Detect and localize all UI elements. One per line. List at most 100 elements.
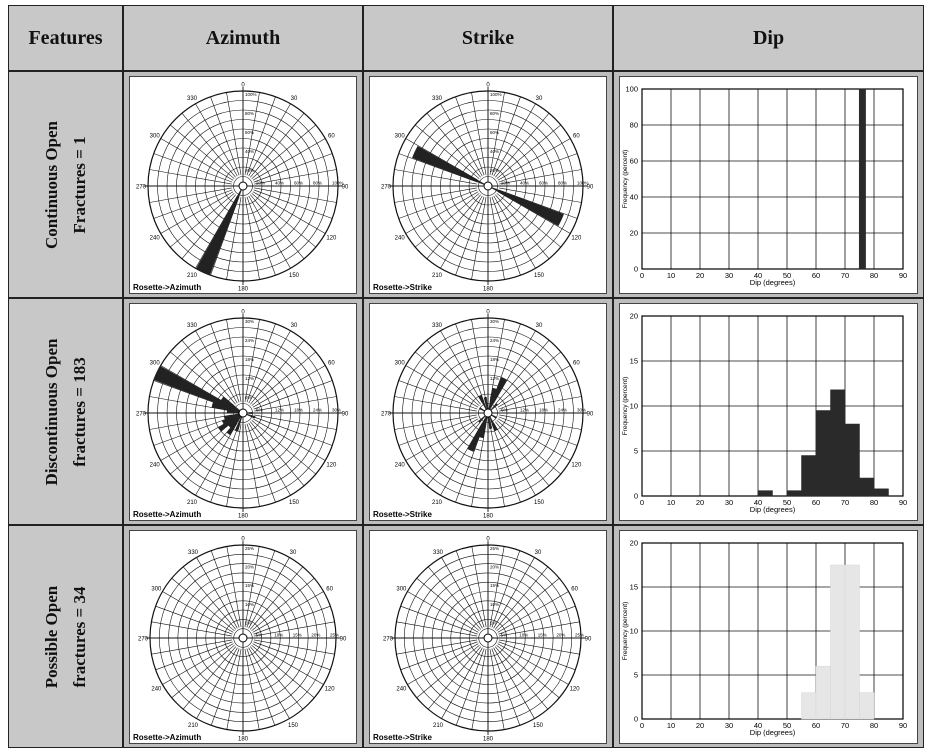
rose-spoke bbox=[498, 639, 580, 655]
rose-chart: 0 30 60 90 120 150 180 210 240 270 300 330 6% 6% 12% 12… bbox=[136, 310, 349, 520]
rose-spoke bbox=[455, 648, 485, 726]
ring-label: 12% bbox=[275, 408, 284, 413]
rose-spoke bbox=[394, 414, 477, 430]
ring-label: 12% bbox=[490, 376, 499, 381]
rose-spoke bbox=[249, 566, 304, 630]
bearing-label: 90 bbox=[587, 412, 594, 418]
x-tick-label: 40 bbox=[754, 721, 762, 730]
rose-spoke bbox=[398, 189, 478, 219]
x-axis-label: Dip (degrees) bbox=[750, 728, 796, 737]
ring-label: 15% bbox=[293, 633, 302, 638]
dip-bar bbox=[801, 692, 817, 720]
rose-spoke bbox=[246, 550, 276, 628]
rose-spoke bbox=[195, 103, 238, 177]
rose-spoke bbox=[491, 550, 521, 628]
bearing-label: 0 bbox=[241, 310, 245, 316]
rose-spoke bbox=[254, 414, 337, 430]
bearing-label: 90 bbox=[340, 637, 347, 643]
x-tick-label: 0 bbox=[640, 498, 644, 507]
bearing-label: 240 bbox=[395, 236, 406, 242]
rose-spoke bbox=[471, 319, 487, 402]
dip-bar bbox=[859, 692, 875, 720]
feature-cell-discontinuous: Discontinuous Open fractures = 183 bbox=[8, 298, 123, 525]
rose-spoke bbox=[253, 153, 333, 183]
rose-spoke bbox=[415, 193, 480, 248]
bearing-label: 330 bbox=[433, 550, 444, 556]
ring-label: 25% bbox=[330, 633, 339, 638]
hist-grid bbox=[641, 315, 904, 497]
ring-label: 15% bbox=[490, 583, 499, 588]
rose-spoke bbox=[160, 138, 234, 181]
feature-line2: Fractures = 1 bbox=[69, 135, 89, 234]
dip-bar bbox=[859, 477, 875, 497]
bearing-label: 210 bbox=[432, 273, 443, 279]
bearing-label: 270 bbox=[136, 412, 147, 418]
rose-spoke bbox=[394, 169, 477, 185]
ring-label: 30% bbox=[245, 319, 254, 324]
bearing-label: 240 bbox=[150, 236, 161, 242]
dip-histogram-3: 0 10 20 30 40 50 60 70 80 90 0 5 10 15 20 Dip (degrees)… bbox=[619, 530, 918, 744]
x-tick-label: 30 bbox=[725, 271, 733, 280]
bearing-label: 330 bbox=[187, 96, 198, 102]
rose-spoke bbox=[196, 647, 238, 719]
rose-grid bbox=[389, 314, 587, 512]
x-tick-label: 20 bbox=[696, 721, 704, 730]
ring-label: 100% bbox=[332, 181, 344, 186]
rose-spoke bbox=[250, 113, 305, 178]
bearing-label: 150 bbox=[289, 500, 300, 506]
rose-spoke bbox=[471, 546, 487, 628]
rose-center bbox=[483, 633, 493, 643]
x-tick-label: 70 bbox=[841, 721, 849, 730]
ring-label: 100% bbox=[577, 181, 589, 186]
ring-label: 12% bbox=[245, 376, 254, 381]
ring-label: 5% bbox=[501, 633, 508, 638]
bearing-label: 60 bbox=[573, 134, 580, 140]
rose-spoke bbox=[248, 647, 290, 719]
rose-spoke bbox=[226, 319, 242, 402]
histogram-chart: 0 10 20 30 40 50 60 70 80 90 0 5 10 15 20 Dip (degrees)… bbox=[622, 312, 907, 515]
rose-petal bbox=[412, 145, 489, 187]
rose-spoke bbox=[253, 641, 331, 671]
rose-spoke bbox=[251, 644, 315, 699]
y-tick-label: 40 bbox=[630, 193, 638, 202]
y-tick-label: 5 bbox=[634, 671, 638, 680]
ring-label: 60% bbox=[245, 130, 254, 135]
rose-spoke bbox=[252, 643, 324, 685]
ring-label: 6% bbox=[501, 408, 508, 413]
ring-label: 18% bbox=[294, 408, 303, 413]
bearing-label: 60 bbox=[571, 587, 578, 593]
bearing-label: 120 bbox=[570, 687, 581, 693]
rose-spoke bbox=[489, 92, 505, 175]
rose-spoke bbox=[415, 420, 480, 475]
bearing-label: 240 bbox=[396, 687, 407, 693]
bearing-label: 270 bbox=[136, 185, 147, 191]
azimuth-rosette-1: 0 30 60 90 120 150 180 210 240 270 300 330 20% 20% 40%… bbox=[129, 76, 357, 294]
rose-spoke bbox=[498, 380, 578, 410]
feature-label: Discontinuous Open fractures = 183 bbox=[38, 338, 94, 485]
strike-cell-1: 0 30 60 90 120 150 180 210 240 270 300 330 20% 20% 40%… bbox=[363, 71, 613, 298]
ring-label: 18% bbox=[490, 357, 499, 362]
bearing-label: 180 bbox=[483, 514, 494, 520]
header-features-text: Features bbox=[28, 26, 103, 49]
rose-spoke bbox=[253, 621, 335, 637]
x-tick-label: 50 bbox=[783, 271, 791, 280]
ring-label: 30% bbox=[490, 319, 499, 324]
azimuth-rosette-2: 0 30 60 90 120 150 180 210 240 270 300 330 6% 6% 12% 12… bbox=[129, 303, 357, 521]
ring-label: 10% bbox=[274, 633, 283, 638]
x-tick-label: 0 bbox=[640, 721, 644, 730]
rose-spoke bbox=[497, 365, 571, 408]
rose-spoke bbox=[250, 194, 305, 259]
strike-cell-2: 03060901201501802102402703003306%6%12%12… bbox=[363, 298, 613, 525]
strike-rosette-1: 0 30 60 90 120 150 180 210 240 270 300 330 20% 20% 40%… bbox=[369, 76, 607, 294]
x-tick-label: 90 bbox=[899, 721, 907, 730]
x-axis-label: Dip (degrees) bbox=[750, 505, 796, 514]
bearing-label: 30 bbox=[536, 323, 543, 329]
rose-spoke bbox=[226, 648, 242, 730]
rose-spoke bbox=[495, 113, 550, 178]
rose-center bbox=[238, 181, 248, 191]
rose-petal bbox=[479, 412, 489, 439]
bearing-label: 30 bbox=[535, 550, 542, 556]
rose-spoke bbox=[491, 96, 521, 176]
rose-spoke bbox=[252, 191, 326, 234]
rose-spoke bbox=[246, 96, 276, 176]
